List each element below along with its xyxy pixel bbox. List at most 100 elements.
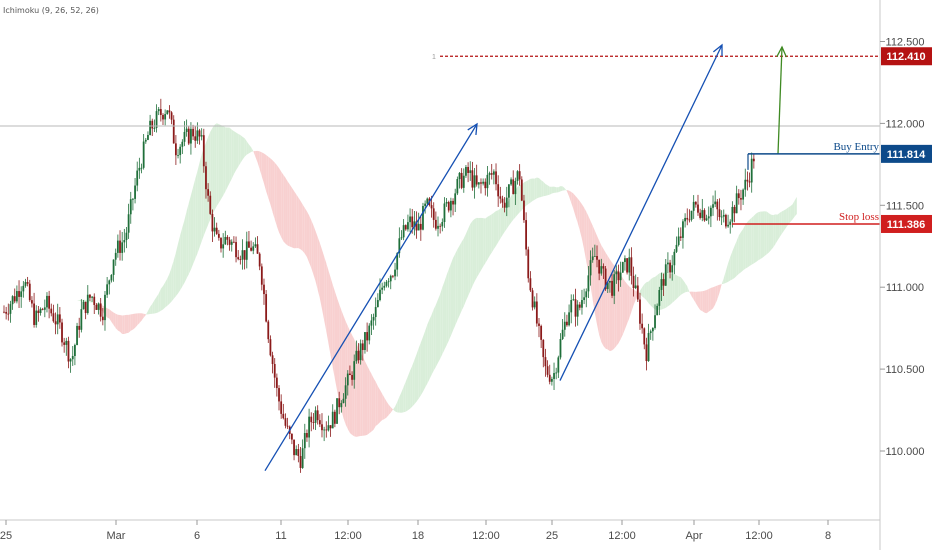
candle-body [723, 215, 725, 217]
cloud-segment [702, 291, 704, 313]
candle-body [583, 297, 585, 300]
candle-body [35, 311, 37, 325]
cloud-segment [326, 263, 328, 343]
candle-body [257, 244, 259, 253]
candle-body [719, 209, 721, 217]
candle-body [557, 357, 559, 372]
candle-body [154, 128, 156, 129]
candle-body [87, 295, 89, 313]
candle-body [596, 256, 598, 260]
cloud-segment [64, 301, 66, 303]
candle-body [525, 220, 527, 249]
candle-body [302, 448, 304, 468]
cloud-segment [496, 210, 498, 246]
cloud-segment [447, 269, 449, 345]
cloud-segment [328, 270, 330, 355]
candle-body [29, 284, 31, 300]
candle-body [171, 112, 173, 119]
cloud-segment [167, 274, 169, 306]
cloud-segment [487, 216, 489, 260]
candle-body [18, 291, 20, 297]
candle-body [48, 296, 50, 309]
cloud-segment [752, 216, 754, 265]
cloud-segment [432, 309, 434, 375]
candle-body [568, 312, 570, 325]
candle-body [495, 171, 497, 184]
cloud-segment [111, 311, 113, 325]
cloud-segment [417, 348, 419, 401]
candle-body [626, 258, 628, 272]
cloud-segment [384, 398, 386, 420]
cloud-segment [694, 292, 696, 304]
cloud-segment [745, 222, 747, 269]
candle-body [577, 305, 579, 317]
candle-body [312, 422, 314, 423]
candle-body [590, 260, 592, 275]
candle-body [117, 241, 119, 253]
candle-body [315, 410, 317, 422]
candle-body [691, 211, 693, 220]
candle-body [749, 181, 751, 182]
candle-body [207, 189, 209, 196]
cloud-segment [464, 234, 466, 306]
candle-body [59, 314, 61, 322]
cloud-segment [221, 125, 223, 199]
price-tick-label: 110.000 [886, 446, 925, 458]
candle-body [446, 202, 448, 203]
cloud-segment [154, 297, 156, 314]
cloud-segment [567, 190, 569, 196]
cloud-segment [444, 275, 446, 350]
cloud-segment [395, 402, 397, 412]
cloud-segment [247, 141, 249, 154]
cloud-segment [483, 218, 485, 267]
candle-body [630, 257, 632, 276]
candle-body [310, 417, 312, 423]
cloud-segment [511, 193, 513, 223]
cloud-segment [109, 309, 111, 322]
cloud-segment [307, 211, 309, 262]
candle-body [355, 351, 357, 361]
candle-body [282, 414, 284, 418]
candle-body [439, 226, 441, 227]
cloud-segment [264, 154, 266, 192]
cloud-segment [277, 165, 279, 232]
indicator-legend[interactable]: Ichimoku (9, 26, 52, 26) [3, 6, 99, 15]
candle-body [254, 244, 256, 246]
cloud-segment [217, 123, 219, 206]
candle-body [244, 250, 246, 260]
candle-body [366, 332, 368, 340]
candle-body [147, 135, 149, 140]
cloud-segment [771, 215, 773, 250]
candle-body [560, 339, 562, 357]
candle-body [555, 373, 557, 374]
candle-body [205, 166, 207, 189]
cloud-segment [528, 179, 530, 204]
time-tick-label: 12:00 [608, 530, 636, 542]
candle-body [418, 224, 420, 231]
cloud-segment [382, 394, 384, 420]
cloud-segment [215, 123, 217, 210]
candle-body [512, 179, 514, 194]
candle-body [401, 237, 403, 238]
cloud-segment [793, 201, 795, 220]
candle-body [547, 366, 549, 375]
cloud-segment [150, 304, 152, 314]
candle-body [538, 324, 540, 326]
candle-body [736, 193, 738, 213]
cloud-segment [582, 204, 584, 249]
cloud-segment [554, 187, 556, 193]
time-tick-label: 12:00 [472, 530, 500, 542]
candle-body [239, 259, 241, 260]
cloud-segment [683, 280, 685, 294]
candle-body [456, 179, 458, 193]
cloud-segment [790, 204, 792, 222]
price-axis[interactable]: 112.500112.000111.500111.000110.500110.0… [880, 0, 924, 550]
price-tick-label: 112.500 [886, 37, 925, 49]
candle-body [624, 258, 626, 262]
cloud-segment [462, 238, 464, 310]
candle-body [611, 281, 613, 296]
candle-body [362, 343, 364, 350]
